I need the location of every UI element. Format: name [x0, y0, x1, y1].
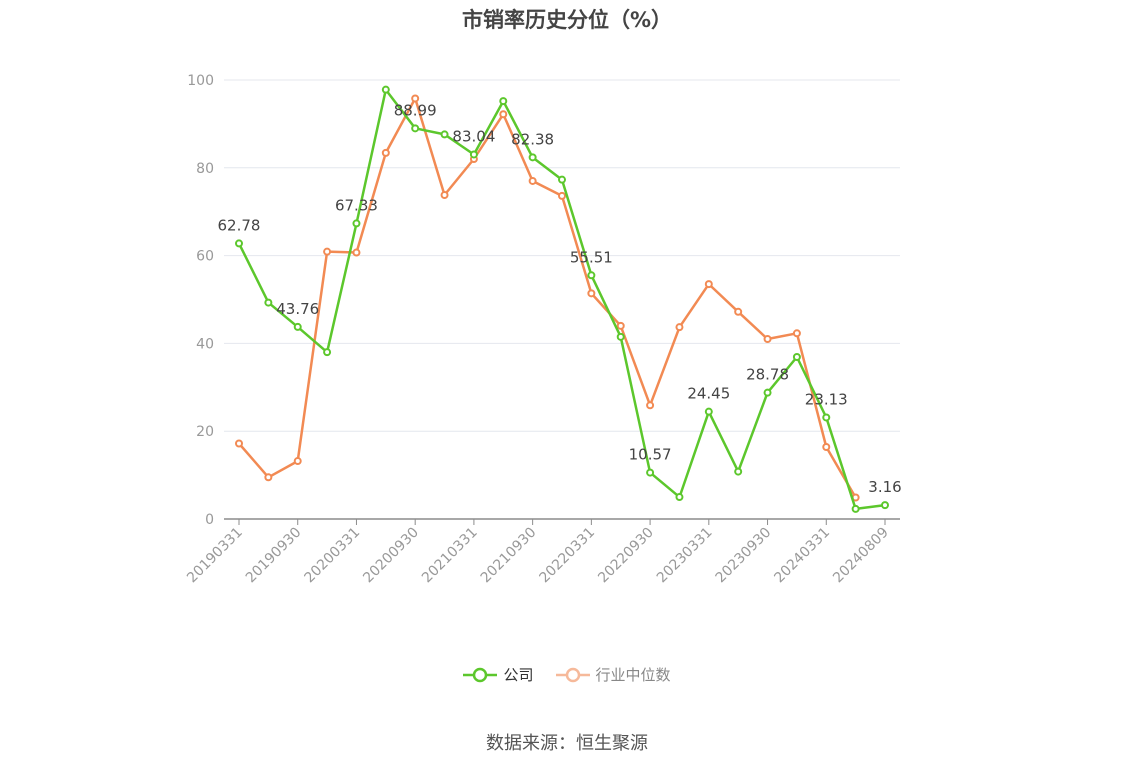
x-tick-label-20240331: 20240331 — [771, 525, 833, 587]
industry-median-point-20230331 — [704, 280, 713, 289]
company-point-20220630 — [616, 332, 625, 341]
industry-median-point-20211231 — [558, 191, 566, 200]
company-data-label-20200331: 67.33 — [335, 196, 378, 214]
company-point-20210930 — [528, 153, 537, 162]
company-data-label-20240331: 23.13 — [805, 390, 848, 408]
industry-median-point-20200630 — [381, 148, 390, 157]
legend-swatch-industry-median — [555, 667, 590, 682]
company-point-20240809 — [881, 501, 889, 510]
company-point-20200630 — [381, 85, 390, 94]
industry-median-point-20190331 — [235, 439, 243, 448]
x-tick-label-20220930: 20220930 — [595, 525, 657, 587]
y-tick-label-40: 40 — [196, 336, 214, 352]
industry-median-point-20230930 — [763, 335, 772, 344]
company-point-20191231 — [323, 348, 332, 357]
company-data-label-20220930: 10.57 — [629, 446, 672, 464]
company-data-label-20230331: 24.45 — [687, 385, 730, 403]
industry-median-point-20230630 — [734, 307, 743, 316]
company-point-20201231 — [440, 130, 449, 139]
x-tick-label-20210331: 20210331 — [419, 525, 481, 587]
company-point-20211231 — [558, 175, 566, 184]
industry-median-point-20220930 — [646, 401, 655, 410]
grid-layer — [224, 79, 900, 432]
industry-median-point-20201231 — [440, 191, 449, 200]
company-point-20190630 — [264, 298, 273, 307]
series-line-industry-median — [238, 97, 857, 499]
x-tick-label-20230331: 20230331 — [654, 525, 716, 587]
company-data-label-20210930: 82.38 — [511, 130, 554, 148]
company-data-label-20230930: 28.78 — [746, 366, 789, 384]
legend-swatch-company — [463, 667, 498, 682]
company-point-20240630 — [851, 504, 860, 513]
company-data-label-20190930: 43.76 — [276, 300, 319, 318]
source-note: 数据来源：恒生聚源 — [486, 733, 648, 754]
company-data-label-20210331: 83.04 — [452, 127, 495, 145]
company-point-20200930 — [411, 124, 420, 133]
x-tick-label-20190930: 20190930 — [243, 525, 305, 587]
y-tick-label-80: 80 — [196, 161, 214, 177]
industry-median-point-20210630 — [499, 110, 508, 119]
company-point-20220930 — [646, 468, 655, 477]
legend-label-industry-median: 行业中位数 — [595, 666, 671, 684]
x-tick-label-20200331: 20200331 — [302, 525, 364, 587]
company-point-20231231 — [792, 353, 801, 362]
industry-median-point-20220630 — [616, 321, 625, 330]
x-tick-label-20190331: 20190331 — [184, 525, 246, 587]
axis-layer: 0 20 40 60 80 100 2019033120190930202003312020… — [184, 73, 900, 586]
legend-item-company[interactable]: 公司 — [463, 664, 534, 685]
industry-median-point-20200930 — [411, 94, 420, 103]
series-layer — [235, 85, 889, 513]
company-point-20221231 — [675, 493, 684, 502]
company-data-label-20220331: 55.51 — [570, 248, 613, 266]
chart-title: 市销率历史分位（%） — [461, 8, 673, 32]
x-tick-label-20200930: 20200930 — [360, 525, 422, 587]
company-point-20190331 — [235, 239, 243, 248]
industry-median-point-20221231 — [675, 323, 684, 332]
x-tick-label-20210930: 20210930 — [478, 525, 540, 587]
company-point-20210331 — [469, 150, 478, 159]
company-data-label-20190331: 62.78 — [218, 216, 261, 234]
industry-median-point-20231231 — [792, 329, 801, 338]
series-line-company — [237, 88, 886, 511]
industry-median-point-20190630 — [264, 473, 273, 482]
chart-plot: 0 20 40 60 80 100 2019033120190930202003312020… — [184, 73, 902, 586]
legend-item-industry-median[interactable]: 行业中位数 — [555, 664, 671, 685]
company-point-20230930 — [763, 388, 772, 397]
industry-median-point-20191231 — [323, 247, 332, 256]
y-tick-label-20: 20 — [196, 424, 214, 440]
y-tick-label-100: 100 — [187, 73, 214, 89]
company-data-label-20200930: 88.99 — [394, 101, 437, 119]
company-point-20190930 — [293, 322, 302, 331]
company-point-20230630 — [734, 467, 743, 476]
industry-median-point-20210930 — [528, 176, 537, 185]
industry-median-point-20240331 — [822, 443, 831, 452]
industry-median-point-20200331 — [352, 248, 361, 257]
industry-median-point-20190930 — [293, 457, 302, 466]
x-tick-label-20220331: 20220331 — [536, 525, 598, 587]
company-data-label-20240809: 3.16 — [868, 478, 901, 496]
y-tick-label-60: 60 — [196, 249, 214, 265]
label-layer: 62.78 43.76 67.33 88.99 83.04 82.38 55.51 10.57… — [218, 101, 902, 496]
legend: 公司 行业中位数 — [0, 664, 1134, 685]
company-point-20230331 — [704, 407, 713, 416]
company-point-20210630 — [499, 97, 508, 106]
company-point-20200331 — [352, 219, 361, 228]
x-tick-label-20240809: 20240809 — [830, 525, 892, 587]
y-tick-label-0: 0 — [205, 512, 214, 528]
company-point-20220331 — [587, 271, 596, 280]
x-tick-label-20230930: 20230930 — [713, 525, 775, 587]
company-point-20240331 — [822, 413, 831, 422]
legend-label-company: 公司 — [503, 666, 534, 684]
industry-median-point-20220331 — [587, 289, 596, 298]
